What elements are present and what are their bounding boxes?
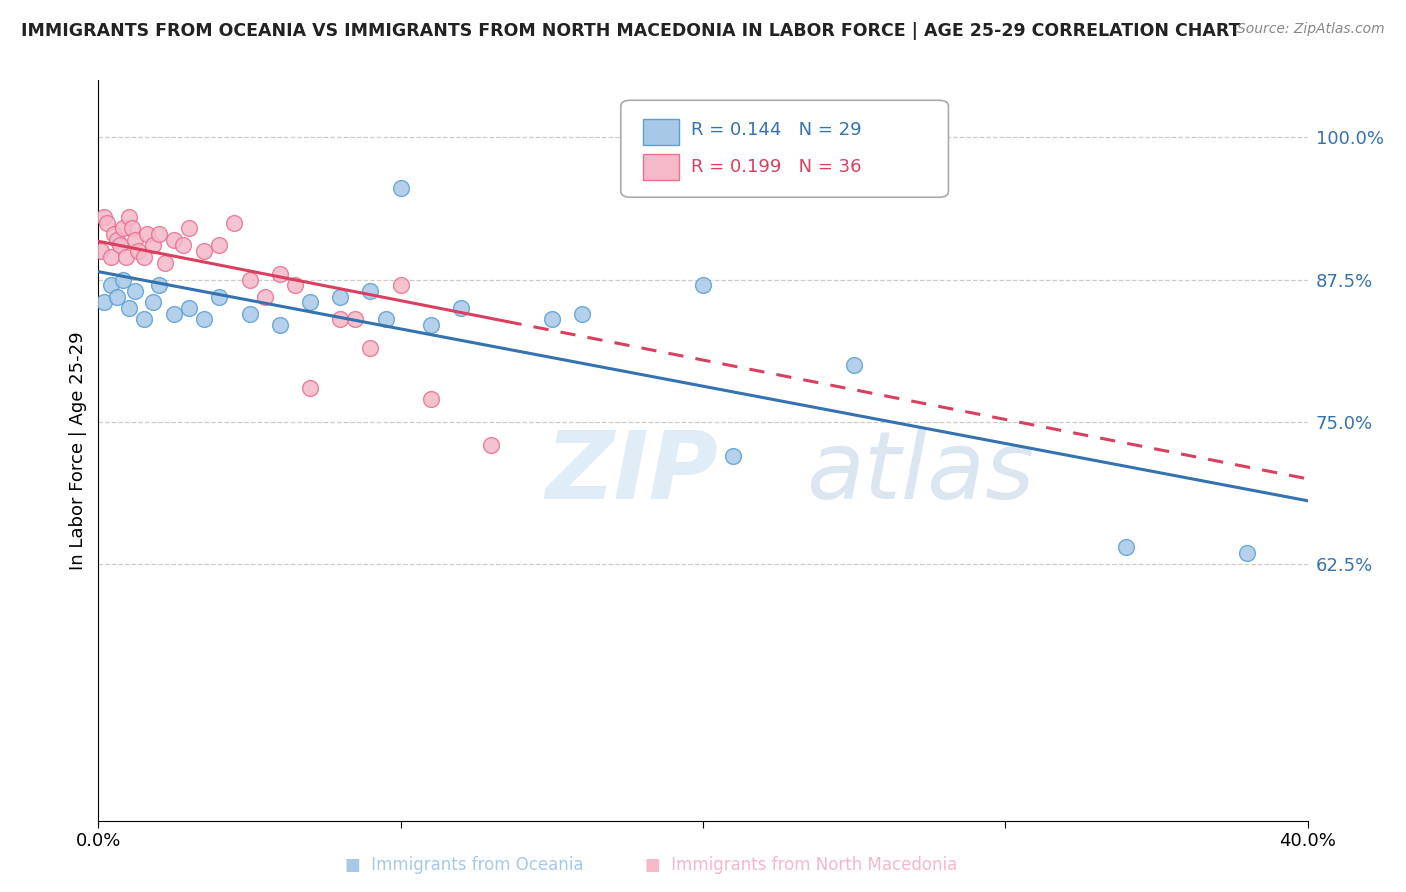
Point — [374, 312, 396, 326]
FancyBboxPatch shape — [621, 100, 949, 197]
Point — [135, 227, 157, 241]
Point — [127, 244, 149, 259]
Text: R = 0.199   N = 36: R = 0.199 N = 36 — [690, 158, 862, 176]
Point — [179, 221, 201, 235]
Point — [299, 381, 322, 395]
Y-axis label: In Labor Force | Age 25-29: In Labor Force | Age 25-29 — [69, 331, 87, 570]
Point — [269, 318, 291, 333]
Point — [420, 318, 443, 333]
Point — [148, 278, 170, 293]
Point — [571, 307, 593, 321]
Point — [540, 312, 562, 326]
Point — [193, 244, 215, 259]
Point — [108, 238, 131, 252]
Point — [208, 238, 231, 252]
Point — [153, 255, 176, 269]
Point — [360, 341, 382, 355]
Point — [1115, 541, 1137, 555]
Point — [329, 312, 352, 326]
Point — [163, 233, 186, 247]
Text: atlas: atlas — [806, 427, 1033, 518]
Point — [284, 278, 307, 293]
Point — [111, 272, 134, 286]
Point — [114, 250, 136, 264]
Point — [124, 233, 146, 247]
Point — [389, 278, 412, 293]
Point — [253, 290, 276, 304]
Point — [344, 312, 367, 326]
Point — [420, 392, 443, 407]
Point — [142, 238, 165, 252]
Point — [481, 438, 503, 452]
Point — [299, 295, 322, 310]
Text: ZIP: ZIP — [546, 426, 718, 518]
Point — [93, 295, 115, 310]
Point — [1236, 546, 1258, 560]
Point — [723, 449, 745, 463]
Bar — [643, 154, 679, 180]
Text: IMMIGRANTS FROM OCEANIA VS IMMIGRANTS FROM NORTH MACEDONIA IN LABOR FORCE | AGE : IMMIGRANTS FROM OCEANIA VS IMMIGRANTS FR… — [21, 22, 1240, 40]
Point — [239, 307, 262, 321]
Point — [93, 210, 115, 224]
Point — [90, 244, 112, 259]
Point — [224, 216, 246, 230]
Point — [360, 284, 382, 298]
Point — [100, 278, 122, 293]
Point — [124, 284, 146, 298]
Point — [105, 290, 128, 304]
Point — [118, 301, 141, 315]
Point — [111, 221, 134, 235]
Point — [269, 267, 291, 281]
Point — [100, 250, 122, 264]
Point — [208, 290, 231, 304]
Point — [142, 295, 165, 310]
Point — [163, 307, 186, 321]
Point — [132, 312, 155, 326]
Point — [450, 301, 472, 315]
Point — [118, 210, 141, 224]
Point — [132, 250, 155, 264]
Point — [179, 301, 201, 315]
Point — [692, 278, 714, 293]
Point — [692, 164, 714, 178]
Point — [239, 272, 262, 286]
Point — [329, 290, 352, 304]
Point — [193, 312, 215, 326]
Text: R = 0.144   N = 29: R = 0.144 N = 29 — [690, 121, 862, 139]
Text: ■  Immigrants from North Macedonia: ■ Immigrants from North Macedonia — [645, 855, 957, 873]
Point — [121, 221, 143, 235]
Text: Source: ZipAtlas.com: Source: ZipAtlas.com — [1237, 22, 1385, 37]
Point — [103, 227, 125, 241]
Bar — [643, 119, 679, 145]
Point — [105, 233, 128, 247]
Point — [96, 216, 118, 230]
Point — [389, 181, 412, 195]
Text: ■  Immigrants from Oceania: ■ Immigrants from Oceania — [344, 855, 583, 873]
Point — [172, 238, 194, 252]
Point — [148, 227, 170, 241]
Point — [844, 358, 866, 372]
